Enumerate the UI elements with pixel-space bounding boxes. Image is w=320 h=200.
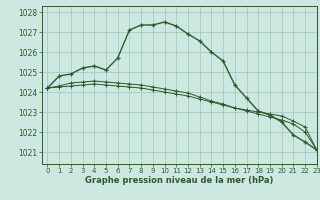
X-axis label: Graphe pression niveau de la mer (hPa): Graphe pression niveau de la mer (hPa): [85, 176, 273, 185]
